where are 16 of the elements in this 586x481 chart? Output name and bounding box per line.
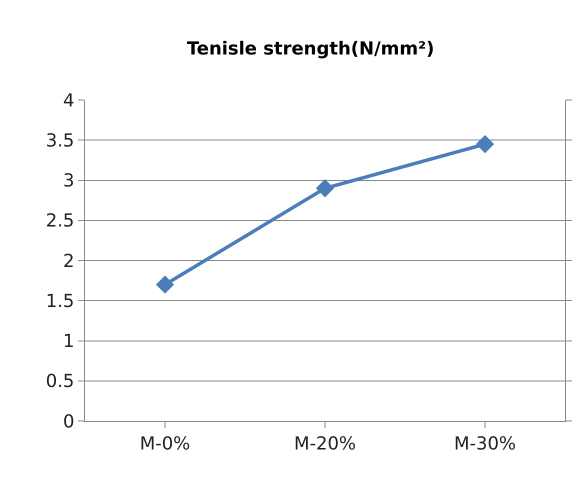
- y-tick-label: 1: [62, 331, 74, 352]
- x-tick-label: M-0%: [140, 434, 190, 455]
- point: [316, 179, 334, 198]
- y-tick-label: 3: [62, 170, 74, 192]
- x-tick-label: M-20%: [294, 434, 356, 455]
- y-tick-label: 1.5: [46, 290, 74, 312]
- y-tick-label: 0: [62, 411, 74, 432]
- y-tick-label: 3.5: [46, 130, 74, 152]
- y-tick-label: 0.5: [46, 371, 74, 392]
- point: [156, 275, 174, 294]
- chart-title: Tenisle strength(N/mm²): [186, 38, 434, 60]
- y-tick-label: 4: [62, 90, 74, 112]
- y-tick-label: 2: [62, 250, 74, 272]
- point: [476, 135, 494, 154]
- y-tick-label: 2.5: [46, 210, 74, 232]
- x-tick-label: M-30%: [454, 434, 516, 455]
